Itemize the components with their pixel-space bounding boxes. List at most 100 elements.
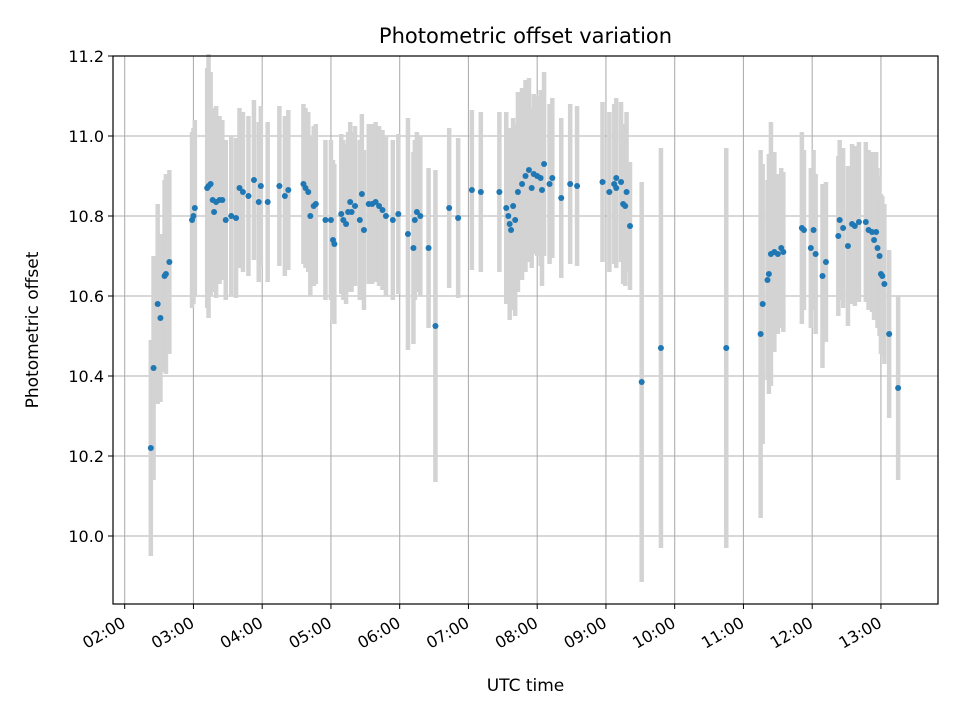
data-point bbox=[477, 189, 484, 195]
data-point bbox=[874, 245, 881, 251]
data-point bbox=[348, 209, 355, 215]
data-point bbox=[395, 211, 402, 217]
data-point bbox=[800, 227, 807, 233]
data-point bbox=[245, 193, 252, 199]
data-point bbox=[765, 271, 772, 277]
data-point bbox=[338, 211, 345, 217]
y-tick-label: 10.0 bbox=[68, 527, 104, 546]
data-point bbox=[207, 181, 214, 187]
data-point bbox=[331, 241, 338, 247]
data-point bbox=[166, 259, 173, 265]
data-point bbox=[525, 167, 532, 173]
data-point bbox=[191, 205, 198, 211]
y-axis-ticks: 10.0 10.2 10.4 10.6 10.8 11.0 11.2 bbox=[68, 47, 113, 546]
data-point bbox=[528, 185, 535, 191]
data-point bbox=[147, 445, 154, 451]
data-point bbox=[468, 187, 475, 193]
data-point bbox=[506, 221, 513, 227]
data-point bbox=[360, 227, 367, 233]
data-point bbox=[876, 253, 883, 259]
data-point bbox=[236, 185, 243, 191]
x-axis-title: UTC time bbox=[487, 676, 565, 696]
data-point bbox=[281, 193, 288, 199]
data-point bbox=[496, 189, 503, 195]
data-point bbox=[514, 189, 521, 195]
data-point bbox=[541, 161, 548, 167]
data-point bbox=[404, 231, 411, 237]
data-point bbox=[455, 215, 462, 221]
data-point bbox=[411, 217, 418, 223]
data-point bbox=[347, 199, 354, 205]
data-point bbox=[432, 323, 439, 329]
chart-title: Photometric offset variation bbox=[379, 24, 672, 48]
data-point bbox=[239, 189, 246, 195]
data-point bbox=[162, 271, 169, 277]
y-tick-label: 10.8 bbox=[68, 207, 104, 226]
data-point bbox=[389, 217, 396, 223]
data-point bbox=[257, 183, 264, 189]
data-point bbox=[618, 179, 625, 185]
data-point bbox=[606, 189, 613, 195]
data-point bbox=[352, 203, 358, 209]
data-point bbox=[623, 189, 630, 195]
data-point bbox=[757, 331, 764, 337]
data-point bbox=[546, 181, 553, 187]
data-point bbox=[157, 315, 164, 321]
data-point bbox=[219, 197, 226, 203]
data-point bbox=[812, 251, 819, 257]
plot-frame bbox=[112, 55, 939, 605]
data-point bbox=[322, 217, 329, 223]
data-point bbox=[305, 189, 312, 195]
data-point bbox=[255, 199, 262, 205]
data-point bbox=[895, 385, 902, 391]
data-point bbox=[150, 365, 157, 371]
y-axis-title: Photometric offset bbox=[23, 251, 43, 408]
data-point bbox=[723, 345, 730, 351]
data-point bbox=[228, 213, 235, 219]
data-point bbox=[855, 219, 862, 225]
data-point bbox=[759, 301, 766, 307]
data-point bbox=[512, 217, 519, 223]
data-point bbox=[190, 213, 197, 219]
data-point bbox=[503, 205, 510, 211]
data-point bbox=[810, 227, 817, 233]
data-point bbox=[622, 203, 629, 209]
y-tick-label: 10.2 bbox=[68, 447, 104, 466]
y-tick-label: 10.6 bbox=[68, 287, 104, 306]
data-point bbox=[574, 183, 581, 189]
data-point bbox=[505, 213, 512, 219]
data-point bbox=[264, 199, 271, 205]
data-point bbox=[250, 177, 257, 183]
data-point bbox=[879, 273, 886, 279]
data-point bbox=[822, 259, 829, 265]
data-point bbox=[886, 331, 893, 337]
data-point bbox=[285, 187, 292, 193]
data-point bbox=[638, 379, 645, 385]
data-point bbox=[379, 207, 386, 213]
data-point bbox=[446, 205, 453, 211]
data-point bbox=[807, 245, 814, 251]
data-point bbox=[382, 213, 389, 219]
data-point bbox=[358, 191, 365, 197]
data-point bbox=[836, 217, 843, 223]
data-point bbox=[537, 175, 544, 181]
data-points bbox=[147, 161, 902, 451]
data-point bbox=[425, 245, 432, 251]
data-point bbox=[613, 175, 620, 181]
data-point bbox=[819, 273, 826, 279]
data-point bbox=[410, 245, 417, 251]
data-point bbox=[869, 229, 875, 235]
data-point bbox=[417, 213, 424, 219]
data-point bbox=[539, 187, 545, 193]
data-point bbox=[307, 213, 314, 219]
data-point bbox=[873, 229, 880, 235]
data-point bbox=[558, 195, 565, 201]
data-point bbox=[851, 223, 858, 229]
data-point bbox=[567, 181, 574, 187]
data-point bbox=[276, 183, 283, 189]
data-point bbox=[844, 243, 851, 249]
data-point bbox=[343, 221, 350, 227]
data-point bbox=[519, 181, 526, 187]
